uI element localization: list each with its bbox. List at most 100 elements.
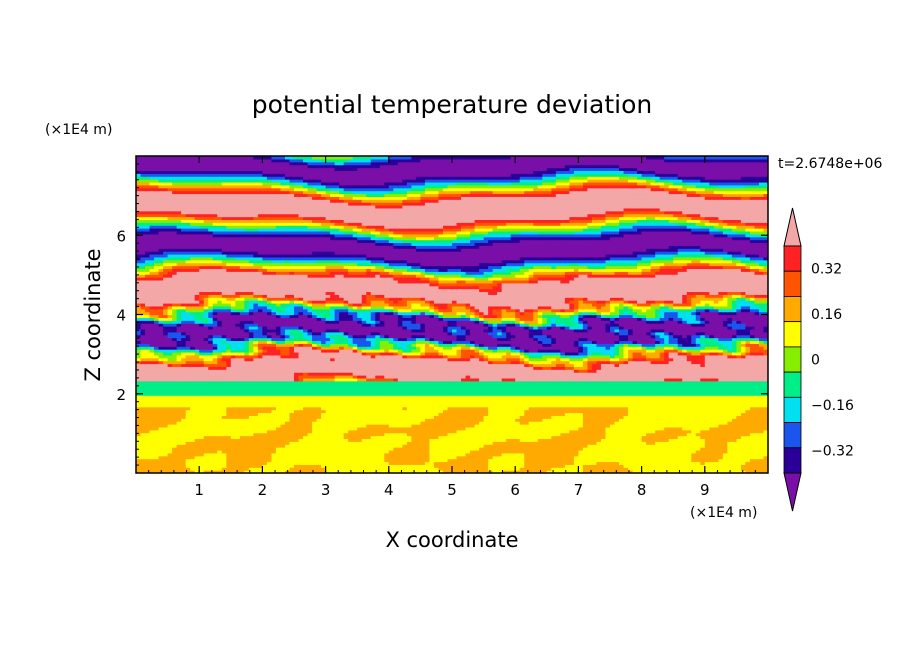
field-cell	[564, 400, 570, 405]
field-cell	[212, 458, 218, 463]
field-cell	[172, 415, 178, 419]
field-cell	[262, 386, 268, 391]
field-cell	[763, 435, 768, 440]
field-cell	[591, 403, 598, 408]
field-cell	[510, 438, 516, 442]
field-cell	[370, 426, 376, 431]
field-cell	[294, 372, 300, 376]
field-cell	[321, 398, 327, 402]
field-cell	[248, 392, 254, 396]
field-cell	[294, 383, 300, 388]
field-cell	[402, 458, 408, 463]
field-cell	[587, 449, 593, 454]
field-cell	[221, 424, 227, 428]
field-cell	[271, 395, 277, 399]
field-cell	[610, 424, 616, 428]
field-cell	[339, 406, 345, 411]
field-cell	[411, 461, 417, 465]
field-cell	[623, 458, 629, 463]
field-cell	[208, 435, 214, 440]
field-cell	[700, 372, 706, 376]
field-cell	[533, 424, 539, 428]
field-cell	[673, 470, 679, 473]
field-cell	[280, 449, 286, 454]
field-cell	[736, 458, 742, 463]
field-cell	[266, 435, 273, 440]
field-cell	[582, 400, 589, 405]
field-cell	[230, 452, 236, 457]
field-cell	[623, 470, 629, 473]
field-cell	[357, 470, 363, 473]
field-cell	[230, 409, 236, 414]
field-cell	[722, 412, 728, 416]
field-cell	[637, 395, 643, 399]
field-cell	[691, 398, 697, 402]
field-cell	[158, 461, 164, 465]
field-cell	[163, 467, 169, 471]
field-cell	[167, 395, 173, 399]
field-cell	[199, 412, 205, 416]
field-cell	[555, 418, 561, 422]
field-cell	[700, 409, 706, 414]
field-cell	[411, 447, 417, 451]
field-cell	[298, 389, 304, 393]
field-cell	[235, 400, 241, 405]
field-cell	[194, 418, 200, 422]
field-cell	[406, 470, 412, 473]
field-cell	[221, 444, 227, 448]
field-cell	[145, 400, 151, 405]
field-cell	[316, 403, 322, 408]
field-cell	[181, 377, 187, 382]
field-cell	[303, 452, 309, 457]
field-cell	[610, 461, 616, 465]
field-cell	[677, 386, 683, 391]
field-cell	[397, 464, 403, 468]
field-cell	[438, 406, 444, 411]
field-cell	[501, 449, 507, 454]
field-cell	[190, 447, 196, 451]
field-cell	[628, 424, 634, 428]
field-cell	[393, 458, 399, 463]
field-cell	[546, 418, 552, 422]
field-cell	[266, 415, 273, 419]
field-cell	[510, 418, 516, 422]
field-cell	[307, 455, 313, 460]
field-cell	[564, 392, 570, 396]
field-cell	[497, 441, 503, 445]
field-cell	[420, 386, 426, 391]
field-cell	[424, 432, 431, 437]
field-cell	[393, 375, 399, 379]
field-cell	[695, 467, 701, 471]
field-cell	[289, 452, 295, 457]
field-cell	[573, 458, 579, 463]
field-cell	[280, 421, 286, 425]
field-cell	[397, 380, 403, 385]
field-cell	[325, 464, 331, 468]
field-cell	[294, 461, 300, 465]
field-cell	[510, 380, 516, 385]
field-cell	[420, 458, 426, 463]
field-cell	[208, 400, 214, 405]
field-cell	[235, 464, 241, 468]
field-cell	[718, 400, 724, 405]
field-cell	[497, 392, 503, 396]
field-cell	[271, 435, 277, 440]
field-cell	[257, 464, 263, 468]
field-cell	[655, 449, 661, 454]
field-cell	[325, 403, 331, 408]
field-cell	[244, 369, 250, 373]
field-cell	[465, 372, 471, 376]
field-cell	[321, 372, 327, 376]
field-cell	[691, 429, 697, 434]
field-cell	[573, 449, 579, 454]
field-cell	[668, 449, 674, 454]
field-cell	[334, 372, 340, 376]
field-cell	[758, 377, 765, 382]
field-cell	[370, 415, 376, 419]
field-cell	[537, 400, 543, 405]
field-cell	[280, 403, 286, 408]
field-cell	[614, 386, 620, 391]
field-cell	[248, 406, 254, 411]
field-cell	[181, 398, 187, 402]
field-cell	[257, 426, 263, 431]
